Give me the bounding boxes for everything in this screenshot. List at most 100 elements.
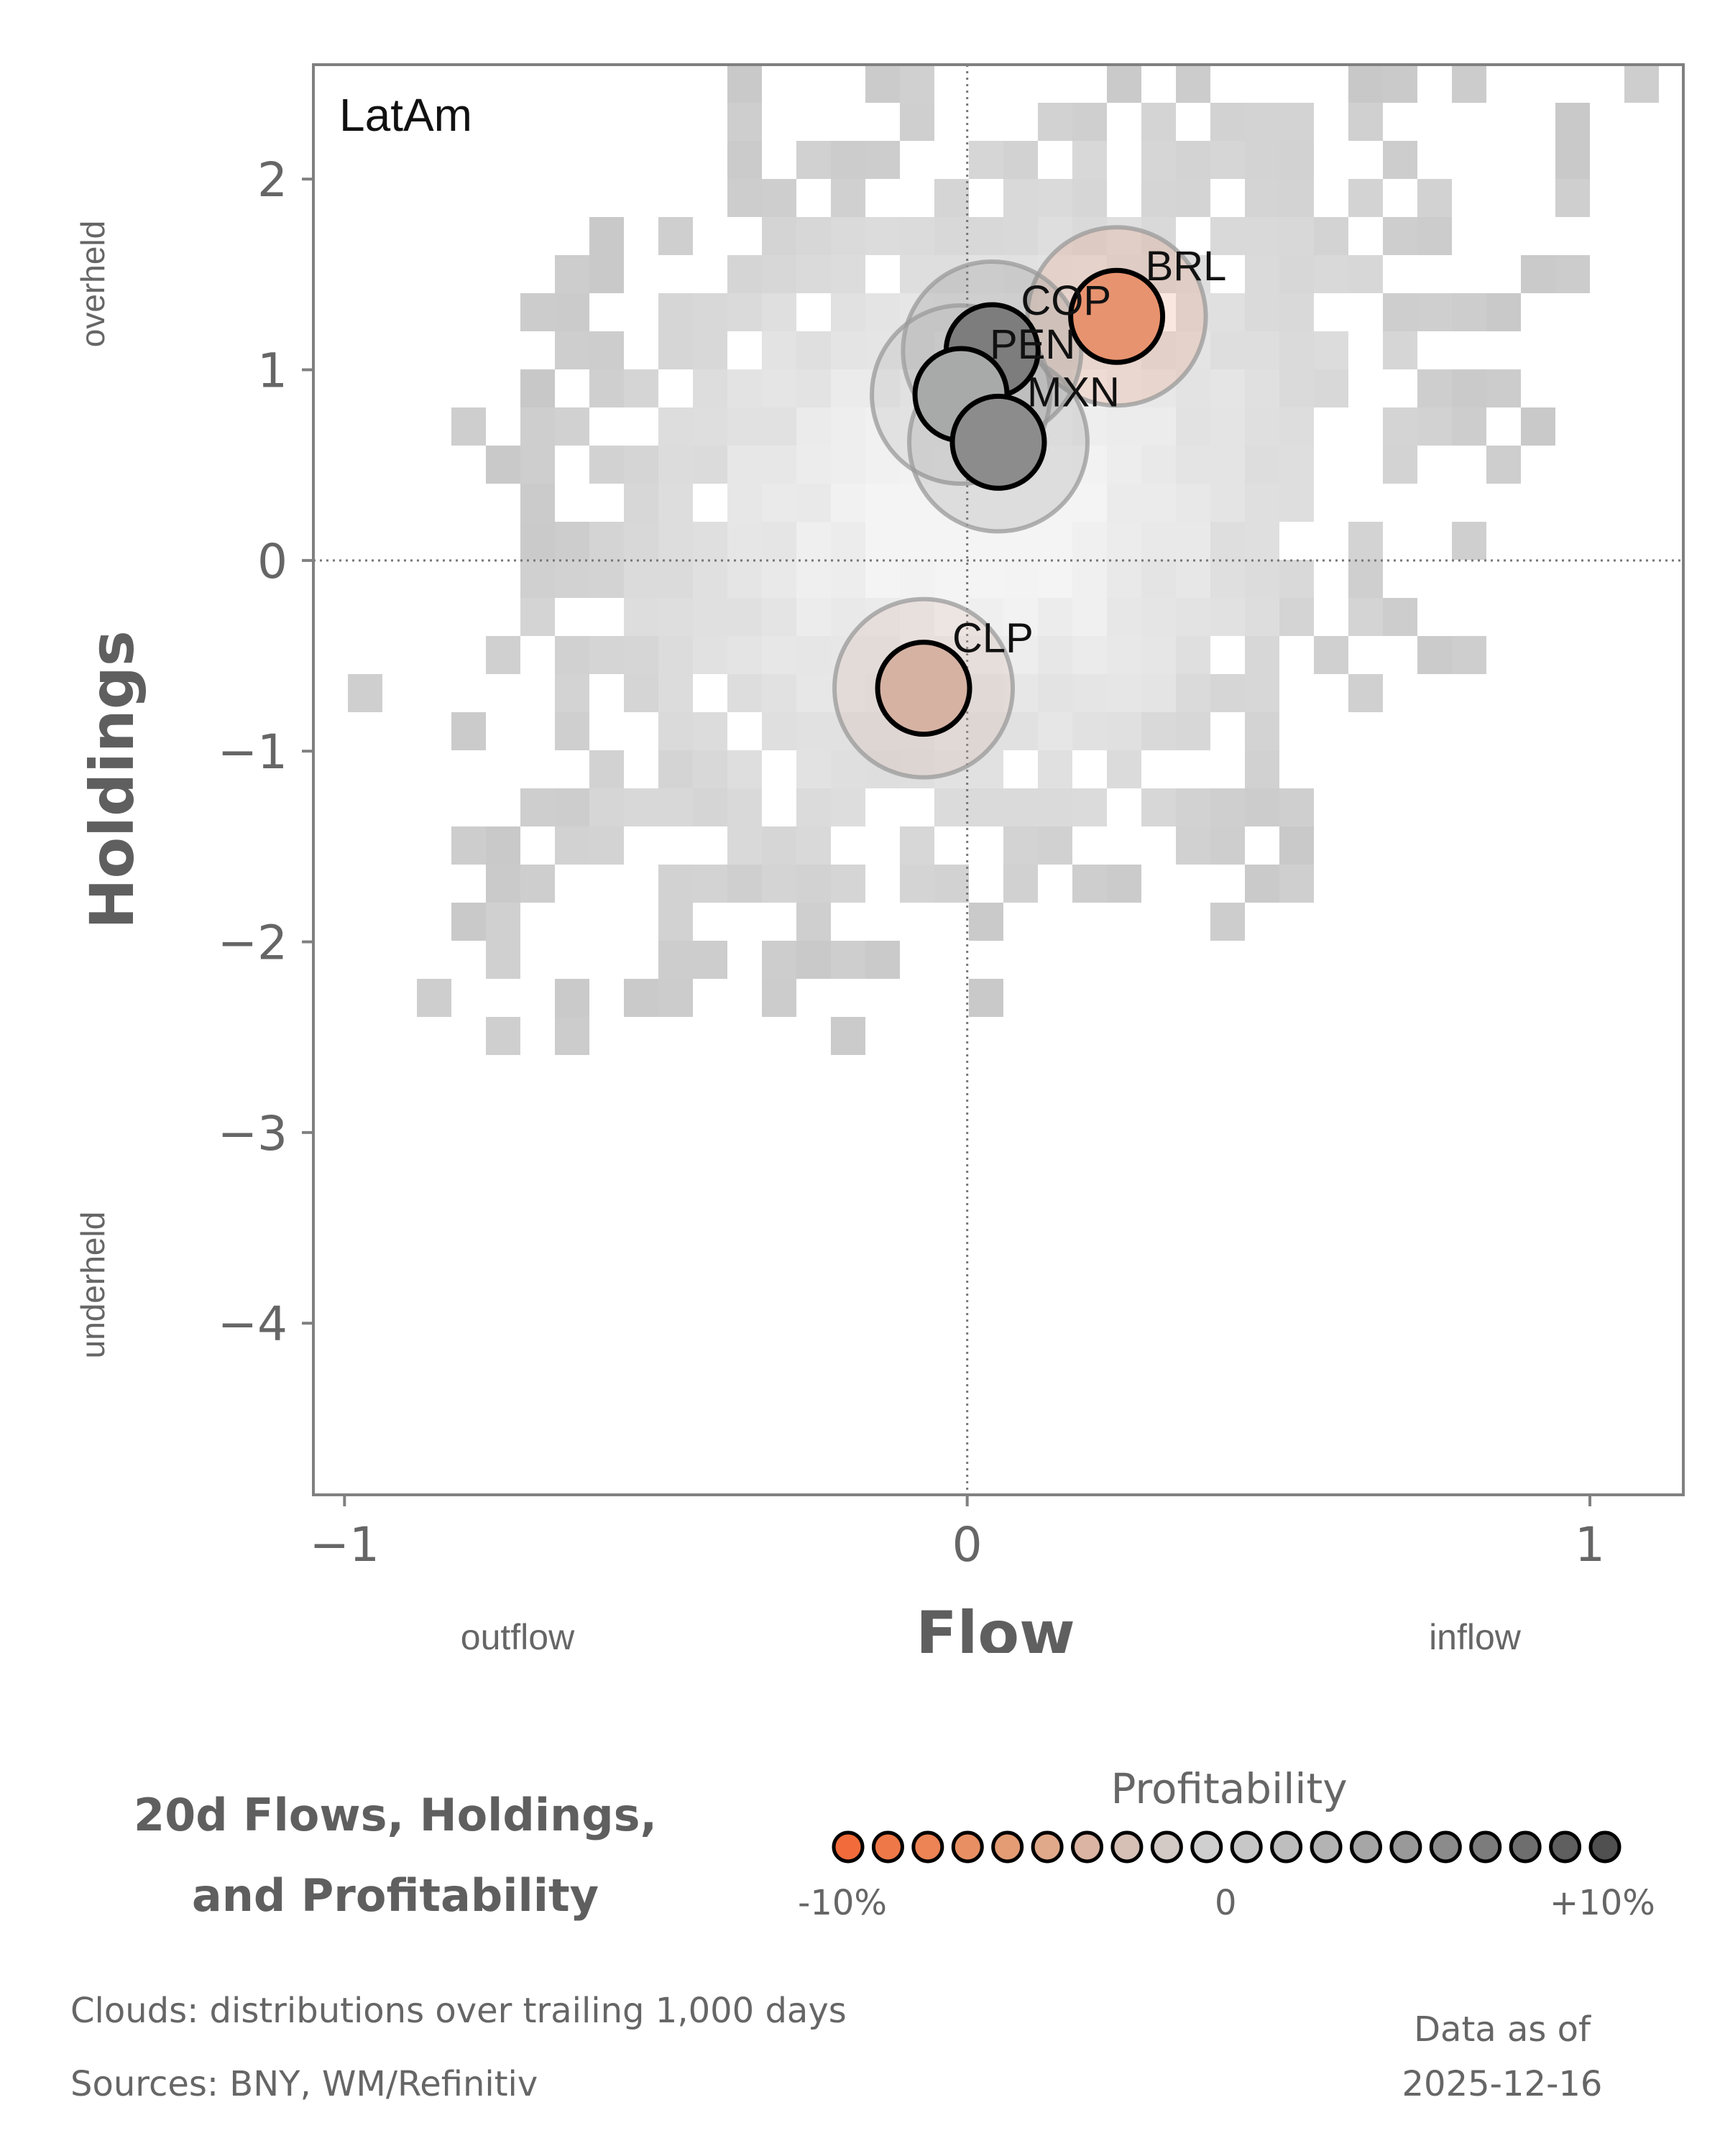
cloud-cell [762,826,796,865]
cloud-cell [796,141,831,179]
cloud-cell [1383,141,1417,179]
cloud-cell [727,865,762,903]
cloud-cell [555,788,589,826]
cloud-cell [900,65,934,103]
cloud-cell [1245,407,1279,446]
cloud-cell [727,407,762,446]
cloud-cell [1038,674,1072,712]
cloud-cell [934,865,969,903]
cloud-cell [1245,750,1279,788]
cloud-cell [1210,903,1245,941]
cloud-cell [658,293,693,331]
cloud-cell [1279,369,1314,407]
cloud-cell [1210,369,1245,407]
cloud-cell [348,674,382,712]
cloud-cell [520,484,555,522]
cloud-cell [1003,826,1038,865]
cloud-cell [831,179,865,217]
cloud-cell [693,331,727,369]
cloud-cell [1452,293,1486,331]
cloud-cell [1003,865,1038,903]
cloud-cell [658,636,693,674]
point-label-brl: BRL [1146,243,1227,290]
cloud-cell [762,217,796,255]
cloud-cell [1486,369,1521,407]
cloud-cell [1210,141,1245,179]
cloud-cell [831,598,865,636]
cloud-cell [486,941,520,979]
cloud-cell [1141,179,1176,217]
cloud-cell [486,865,520,903]
cloud-cell [1210,331,1245,369]
cloud-cell [1038,522,1072,560]
cloud-cell [1555,179,1590,217]
cloud-cell [1279,484,1314,522]
y-tick-label: −2 [218,916,288,971]
cloud-cell [1383,217,1417,255]
cloud-cell [1452,636,1486,674]
cloud-cell [1141,522,1176,560]
cloud-cell [1141,788,1176,826]
cloud-cell [796,636,831,674]
cloud-cell [693,636,727,674]
cloud-cell [1107,369,1141,407]
cloud-cell [624,446,658,484]
cloud-cell [831,446,865,484]
cloud-cell [1176,560,1210,598]
chart-title: 20d Flows, Holdings, and Profitability [65,1775,726,1936]
cloud-cell [417,979,451,1017]
cloud-cell [831,750,865,788]
cloud-cell [1003,788,1038,826]
cloud-cell [1555,255,1590,293]
y-axis: 2 1 0 −1 −2 −3 −4 [218,152,313,1352]
cloud-cell [1417,293,1452,331]
cloud-cell [969,217,1003,255]
cloud-cell [1279,865,1314,903]
cloud-cell [796,484,831,522]
point-clp [875,640,972,737]
cloud-cell [1038,179,1072,217]
cloud-cell [486,903,520,941]
cloud-cell [831,712,865,750]
cloud-cell [1245,522,1279,560]
cloud-cell [520,407,555,446]
cloud-cell [1038,788,1072,826]
y-label-overheld: overheld [74,221,111,347]
cloud-cell [727,141,762,179]
cloud-cell [969,979,1003,1017]
cloud-cell [1245,369,1279,407]
cloud-cell [1348,179,1383,217]
cloud-cell [865,141,900,179]
cloud-cell [900,598,934,636]
cloud-cell [1107,407,1141,446]
cloud-cell [658,598,693,636]
legend-swatch [911,1830,944,1864]
x-tick-label: −1 [310,1517,380,1572]
cloud-cell [451,712,486,750]
footer-date-label: Data as of [1414,2009,1591,2050]
cloud-cell [831,560,865,598]
cloud-cell [865,941,900,979]
cloud-cell [969,712,1003,750]
cloud-cell [624,674,658,712]
cloud-cell [1383,331,1417,369]
cloud-cell [796,788,831,826]
cloud-cell [762,674,796,712]
cloud-cell [1452,369,1486,407]
cloud-cell [624,522,658,560]
cloud-cell [1141,560,1176,598]
point-label-cop: COP [1021,277,1111,324]
legend-swatch [1071,1830,1104,1864]
cloud-cell [624,560,658,598]
cloud-cell [1348,598,1383,636]
cloud-cell [1210,103,1245,141]
footer-clouds-note: Clouds: distributions over trailing 1,00… [70,1991,847,2031]
legend-swatch [1509,1830,1542,1864]
legend-swatch [1588,1830,1622,1864]
cloud-cell [934,217,969,255]
cloud-cell [727,674,762,712]
cloud-cell [796,865,831,903]
cloud-cell [1245,788,1279,826]
cloud-cell [624,484,658,522]
cloud-cell [762,636,796,674]
